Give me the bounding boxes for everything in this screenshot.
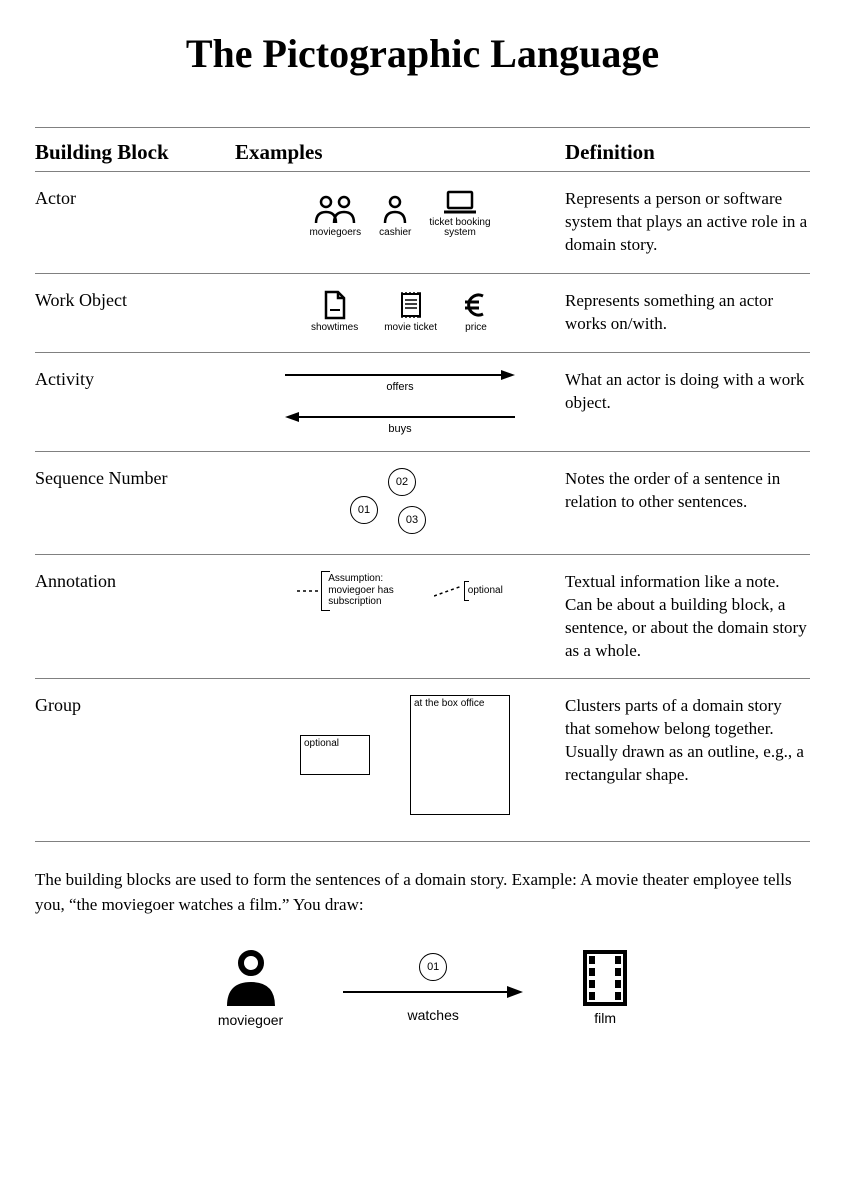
annotation-text: Assumption: moviegoer has subscription [328,573,394,608]
document-icon [322,290,348,320]
examples-cell: Assumption: moviegoer has subscription o… [235,571,565,611]
definition: Textual information like a note. Can be … [565,571,810,663]
icon-label: ticket booking system [429,218,490,238]
examples-cell: 02 01 03 [235,468,565,538]
table-row: Actor moviegoers cashier [35,172,810,274]
seq-badge: 03 [398,506,426,534]
block-name: Work Object [35,290,235,311]
icon-label: movie ticket [384,322,437,333]
person-icon [221,948,281,1008]
arrow-left-icon [285,411,515,423]
block-name: Annotation [35,571,235,592]
examples-cell: offers buys [235,369,565,435]
table-row: Activity offers buys What an actor is do… [35,353,810,452]
example-diagram: moviegoer 01 watches film [35,948,810,1028]
film-icon [583,950,627,1006]
group-label: at the box office [411,696,509,711]
icon-label: showtimes [311,322,358,333]
seq-badge: 01 [350,496,378,524]
col-header-definition: Definition [565,140,810,165]
moviegoers-icon [313,195,357,225]
example-activity-label: watches [408,1007,459,1023]
icon-label: moviegoers [309,227,361,238]
page-title: The Pictographic Language [35,30,810,77]
table-row: Annotation Assumption: moviegoer has sub… [35,555,810,680]
dashed-connector-icon [434,584,464,598]
laptop-icon [440,188,480,216]
block-name: Group [35,695,235,716]
dashed-connector-icon [297,587,321,595]
icon-label: cashier [379,227,411,238]
cashier-icon [382,195,408,225]
definition: Notes the order of a sentence in relatio… [565,468,810,514]
table-header: Building Block Examples Definition [35,134,810,171]
definition: Clusters parts of a domain story that so… [565,695,810,787]
definition: Represents a person or software system t… [565,188,810,257]
table-row: Work Object showtimes [35,274,810,353]
examples-cell: showtimes movie ticket [235,290,565,333]
col-header-block: Building Block [35,140,235,165]
table-row: Group optional at the box office Cluster… [35,679,810,842]
footer-paragraph: The building blocks are used to form the… [35,868,810,917]
annotation-text: optional [468,585,503,596]
euro-icon [463,290,489,320]
icon-label: price [465,322,487,333]
example-actor-label: moviegoer [218,1012,283,1028]
arrow-right-icon [285,369,515,381]
examples-cell: moviegoers cashier ticket booking system [235,188,565,238]
ticket-icon [397,290,425,320]
arrow-right-icon [343,985,523,999]
definition: What an actor is doing with a work objec… [565,369,810,415]
seq-badge: 01 [419,953,447,981]
block-name: Sequence Number [35,468,235,489]
examples-cell: optional at the box office [235,695,565,825]
example-object-label: film [594,1010,616,1026]
col-header-examples: Examples [235,140,565,165]
group-label: optional [301,736,369,751]
block-name: Actor [35,188,235,209]
block-name: Activity [35,369,235,390]
table-row: Sequence Number 02 01 03 Notes the order… [35,452,810,555]
definition: Represents something an actor works on/w… [565,290,810,336]
divider [35,127,810,128]
arrow-label: buys [388,423,411,435]
arrow-label: offers [386,381,413,393]
seq-badge: 02 [388,468,416,496]
